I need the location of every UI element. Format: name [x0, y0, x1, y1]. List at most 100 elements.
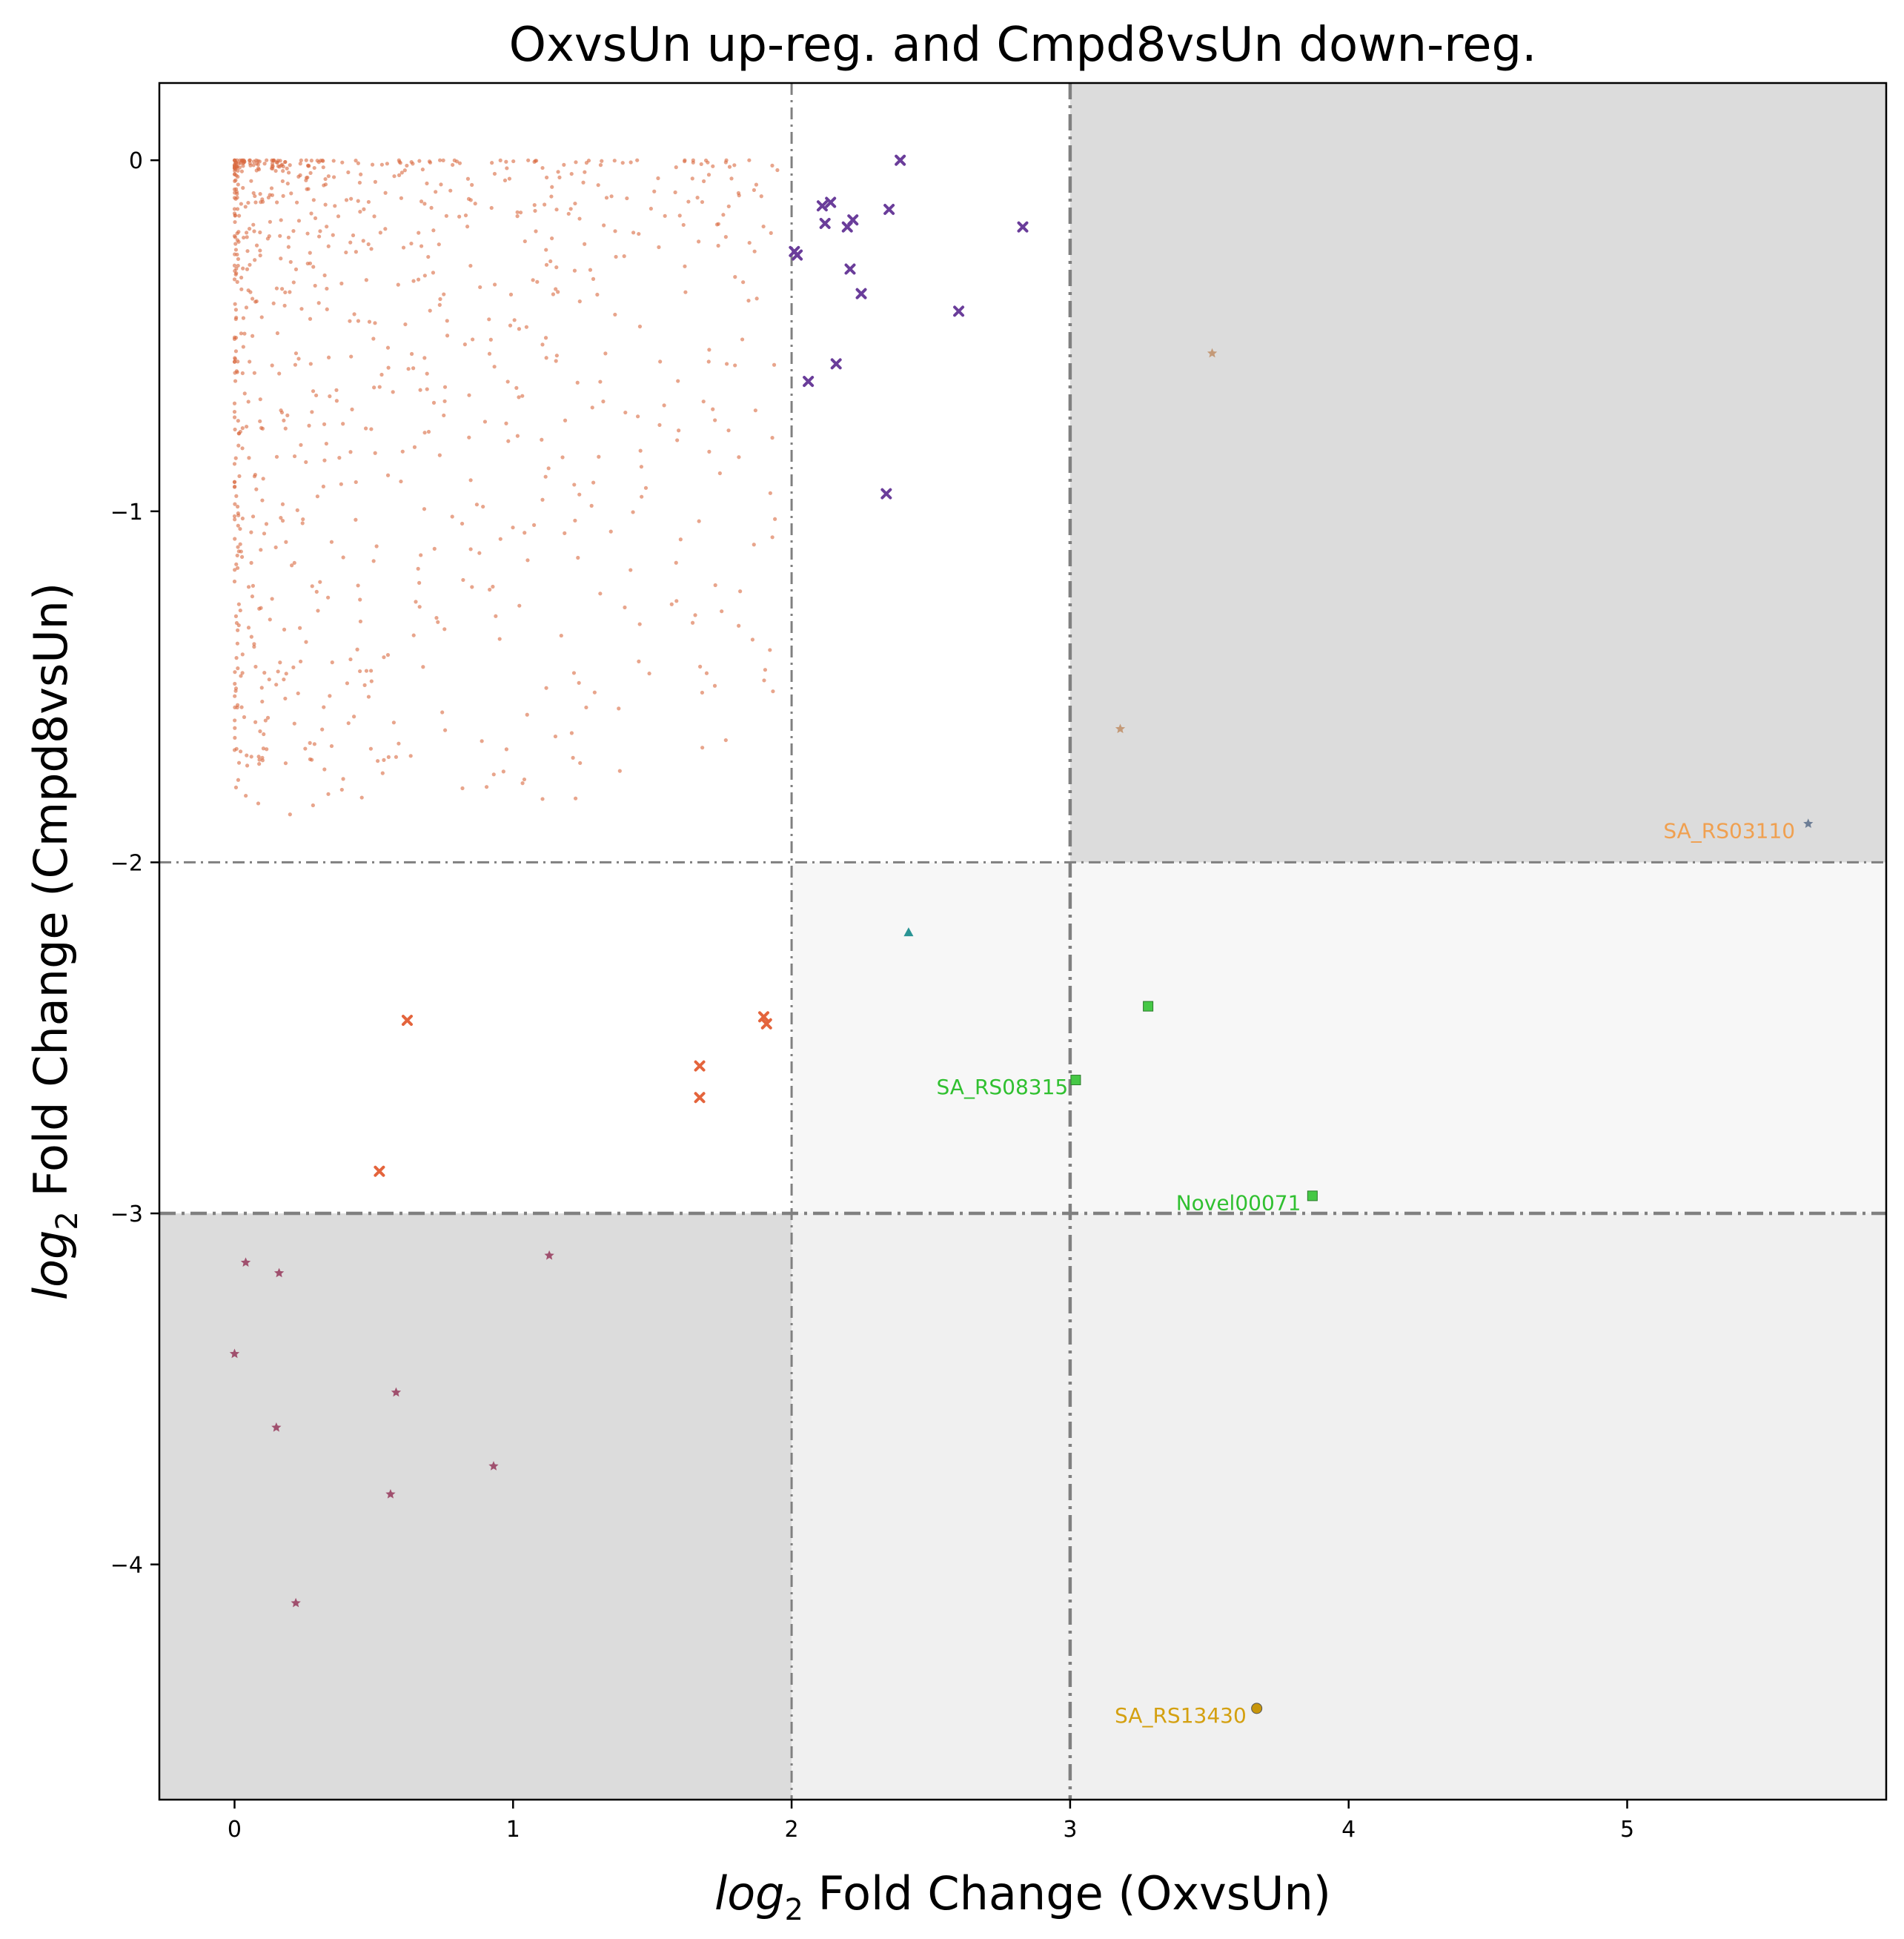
- background-point: [236, 443, 241, 448]
- background-point: [235, 252, 239, 257]
- background-point: [245, 763, 250, 768]
- background-point: [683, 159, 687, 164]
- background-point: [354, 159, 358, 163]
- background-point: [310, 584, 314, 589]
- background-point: [239, 705, 244, 709]
- background-point: [544, 248, 548, 252]
- background-point: [279, 218, 283, 222]
- background-point: [504, 159, 508, 164]
- background-point: [657, 422, 662, 428]
- background-point: [588, 268, 593, 272]
- background-point: [257, 606, 262, 611]
- background-point: [729, 176, 734, 181]
- background-point: [261, 477, 265, 481]
- background-point: [235, 238, 240, 242]
- background-point: [278, 660, 282, 665]
- background-point: [232, 164, 237, 168]
- background-point: [569, 731, 574, 735]
- background-point: [450, 514, 454, 519]
- background-point: [234, 562, 239, 566]
- background-point: [258, 248, 262, 253]
- background-point: [316, 234, 322, 239]
- background-point: [273, 545, 278, 550]
- x-tick-label: 0: [228, 1817, 242, 1843]
- background-point: [700, 690, 705, 695]
- background-point: [471, 337, 475, 342]
- background-point: [753, 408, 757, 413]
- background-point: [280, 518, 285, 523]
- background-point: [251, 514, 256, 519]
- background-point: [554, 354, 559, 358]
- background-point: [233, 568, 237, 572]
- background-point: [437, 302, 442, 307]
- background-point: [451, 162, 455, 168]
- background-point: [245, 235, 249, 239]
- background-point: [487, 317, 491, 322]
- background-point: [400, 449, 405, 454]
- background-point: [478, 285, 482, 290]
- background-point: [562, 162, 566, 167]
- background-point: [563, 418, 568, 422]
- background-point: [512, 318, 517, 322]
- background-point: [233, 302, 237, 306]
- background-point: [246, 400, 251, 404]
- background-point: [416, 566, 420, 571]
- background-point: [308, 362, 313, 366]
- background-point: [328, 394, 332, 399]
- background-point: [422, 356, 427, 360]
- background-point: [292, 454, 297, 459]
- background-point: [425, 387, 429, 391]
- background-point: [372, 214, 377, 219]
- background-point: [540, 797, 545, 801]
- background-point: [279, 287, 285, 291]
- background-point: [366, 242, 371, 247]
- background-point: [315, 494, 319, 499]
- background-point: [245, 267, 250, 271]
- background-point: [249, 634, 253, 639]
- background-point: [232, 263, 237, 268]
- data-point-cross: [760, 1018, 772, 1030]
- background-point: [274, 683, 279, 687]
- background-point: [312, 742, 316, 746]
- background-point: [253, 720, 258, 724]
- background-point: [382, 655, 386, 660]
- background-point: [308, 316, 313, 321]
- background-point: [323, 176, 328, 182]
- y-tick-label: 0: [129, 148, 143, 174]
- background-point: [260, 699, 265, 704]
- background-point: [368, 746, 373, 751]
- background-point: [232, 480, 237, 484]
- background-point: [259, 686, 264, 690]
- background-point: [354, 250, 358, 254]
- background-point: [265, 715, 271, 720]
- background-point: [577, 680, 581, 685]
- background-point: [482, 420, 488, 424]
- background-point: [309, 159, 314, 163]
- background-point: [725, 362, 729, 366]
- background-point: [385, 162, 389, 166]
- background-point: [442, 413, 446, 418]
- background-point: [550, 185, 554, 189]
- background-point: [489, 205, 494, 211]
- background-point: [554, 359, 558, 363]
- background-point: [249, 755, 253, 759]
- background-point: [548, 259, 553, 264]
- background-point: [465, 225, 470, 229]
- background-point: [299, 443, 303, 447]
- background-point: [673, 190, 677, 195]
- background-point: [323, 202, 328, 207]
- data-point-cross: [694, 1092, 706, 1104]
- background-point: [577, 216, 582, 221]
- background-point: [461, 577, 465, 583]
- background-point: [233, 190, 237, 195]
- background-point: [233, 689, 238, 693]
- background-point: [572, 268, 577, 273]
- background-point: [291, 665, 296, 669]
- background-point: [239, 275, 244, 280]
- background-point: [720, 609, 724, 614]
- data-point-square: [1143, 1001, 1154, 1012]
- background-point: [258, 397, 262, 402]
- background-point: [524, 325, 529, 329]
- background-point: [239, 331, 244, 336]
- shaded-region: [792, 1213, 1886, 1800]
